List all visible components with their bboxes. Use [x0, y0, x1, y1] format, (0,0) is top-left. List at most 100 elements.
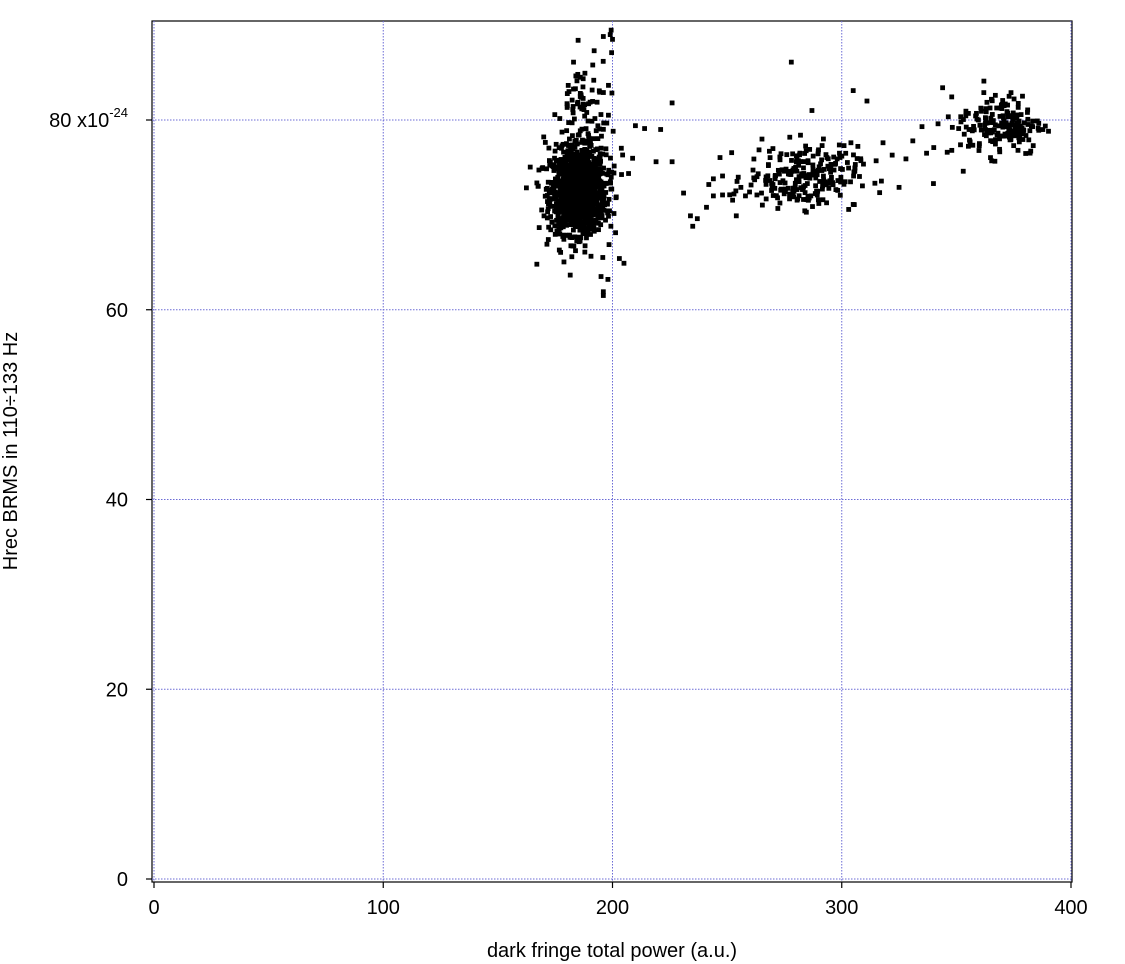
data-point [588, 162, 594, 168]
data-point [823, 152, 829, 158]
data-point [966, 127, 972, 132]
data-point [834, 156, 840, 162]
data-point [592, 176, 598, 181]
data-point [576, 189, 581, 195]
data-point [597, 89, 603, 95]
data-point [564, 91, 570, 96]
data-point [574, 170, 580, 176]
x-tick-label: 0 [148, 897, 159, 919]
data-point [596, 227, 601, 233]
data-point [931, 181, 936, 186]
y-multiplier-exponent: -24 [109, 105, 128, 120]
data-point [1028, 123, 1034, 129]
data-point [561, 236, 567, 242]
data-point [851, 169, 857, 175]
data-point [821, 136, 826, 142]
data-point [857, 174, 862, 179]
data-point [802, 190, 808, 196]
data-point [991, 127, 997, 133]
data-point [956, 126, 962, 131]
data-point [571, 185, 577, 190]
data-point [791, 194, 797, 200]
data-point [546, 145, 552, 151]
data-point [983, 133, 989, 139]
data-point [605, 276, 611, 282]
data-point [778, 151, 784, 157]
data-point [570, 203, 576, 209]
data-point [997, 136, 1002, 142]
data-point [546, 196, 552, 201]
data-point [733, 213, 739, 219]
data-point [586, 135, 592, 141]
data-point [1001, 103, 1007, 109]
data-point [787, 171, 793, 177]
data-point [598, 179, 604, 185]
data-point [578, 203, 584, 209]
data-point [601, 90, 606, 95]
data-point [585, 192, 591, 197]
data-point [574, 152, 579, 158]
data-point [551, 196, 556, 202]
data-point [1008, 90, 1014, 96]
data-point [536, 225, 542, 231]
data-point [598, 274, 604, 279]
data-point [545, 199, 550, 204]
data-point [597, 161, 603, 167]
data-point [1030, 143, 1036, 149]
data-point [801, 165, 806, 171]
data-point [559, 222, 564, 228]
data-point [690, 223, 696, 229]
data-point [983, 109, 989, 115]
data-point [772, 185, 778, 191]
data-point [536, 167, 542, 173]
data-point [572, 224, 578, 230]
data-point [919, 124, 925, 130]
data-point [595, 203, 601, 208]
data-point [561, 209, 566, 215]
data-point [562, 186, 568, 192]
data-point [590, 201, 596, 206]
data-point [571, 191, 577, 197]
data-point [576, 218, 581, 224]
data-point [806, 172, 812, 177]
data-point [989, 158, 995, 164]
data-point [591, 158, 597, 164]
data-point [608, 223, 614, 229]
data-point [559, 129, 565, 135]
data-point [557, 185, 563, 191]
data-point [983, 116, 989, 122]
data-point [819, 157, 825, 163]
data-point [903, 156, 909, 162]
data-point [754, 192, 760, 198]
data-point [824, 200, 829, 206]
data-point [564, 103, 570, 109]
data-point [598, 195, 603, 201]
data-point [1016, 118, 1022, 124]
data-point [1015, 147, 1021, 153]
data-point [573, 248, 578, 254]
data-point [772, 173, 778, 179]
data-point [1009, 133, 1015, 138]
data-point [807, 147, 813, 152]
data-point [787, 134, 793, 140]
data-point [949, 94, 955, 100]
data-point [563, 201, 569, 207]
data-point [1010, 110, 1016, 116]
data-point [567, 149, 573, 154]
data-point [566, 120, 572, 125]
data-point [788, 59, 794, 65]
data-point [811, 169, 817, 174]
data-point [568, 163, 574, 168]
data-point [610, 128, 616, 134]
data-point [569, 97, 575, 103]
data-point [1004, 133, 1009, 139]
data-point [544, 215, 550, 221]
data-point [583, 191, 588, 197]
data-point [588, 253, 594, 259]
data-point [842, 179, 848, 185]
data-point [794, 168, 800, 174]
data-point [763, 181, 769, 187]
data-point [727, 192, 733, 198]
data-point [549, 180, 554, 185]
data-point [777, 180, 783, 185]
